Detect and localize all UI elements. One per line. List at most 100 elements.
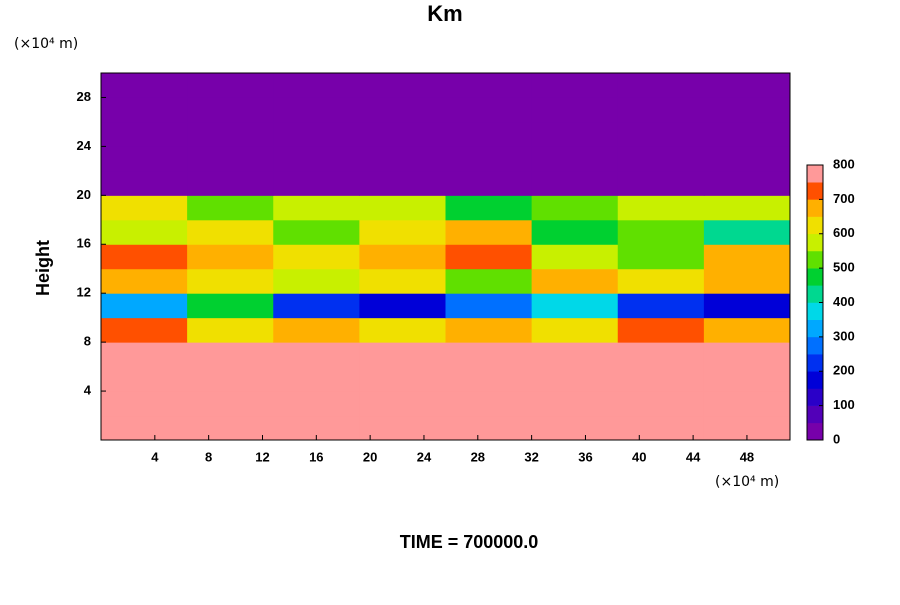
cell	[187, 391, 274, 417]
y-tick-label: 24	[77, 138, 92, 153]
cell	[359, 219, 446, 245]
cell	[445, 268, 533, 294]
cell	[101, 73, 188, 98]
cell	[617, 219, 705, 245]
cell	[273, 293, 360, 319]
cell	[187, 170, 274, 196]
cell	[703, 195, 791, 221]
cell	[531, 415, 619, 441]
cell	[703, 268, 791, 294]
cell	[445, 366, 533, 392]
cell	[617, 317, 705, 343]
cell	[531, 121, 619, 147]
cell	[531, 366, 619, 392]
y-tick-label: 20	[77, 187, 91, 202]
cell	[187, 342, 274, 368]
y-axis-label: Height	[33, 240, 53, 296]
colorbar-tick-label: 700	[833, 191, 855, 206]
cell	[187, 293, 274, 319]
cell	[617, 97, 705, 123]
cell	[445, 219, 533, 245]
cell	[273, 219, 360, 245]
cell	[617, 195, 705, 221]
cell	[101, 170, 188, 196]
cell	[617, 73, 705, 98]
y-tick-label: 8	[84, 334, 91, 349]
cell	[445, 293, 533, 319]
colorbar-segment	[807, 216, 823, 235]
cell	[531, 342, 619, 368]
cell	[617, 121, 705, 147]
cell	[273, 244, 360, 270]
x-tick-label: 12	[255, 449, 269, 464]
cell	[445, 73, 533, 98]
footer: TIME = 700000.0	[400, 532, 539, 552]
colorbar-segment	[807, 371, 823, 389]
cell	[187, 121, 274, 147]
colorbar-segment	[807, 302, 823, 320]
cell	[617, 415, 705, 441]
cell	[273, 366, 360, 392]
x-unit-label: (×10⁴ m)	[715, 474, 779, 490]
cell	[359, 293, 446, 319]
colorbar-segment	[807, 354, 823, 372]
x-tick-label: 20	[363, 449, 377, 464]
cell	[703, 170, 791, 196]
cell	[531, 146, 619, 172]
cell	[187, 195, 274, 221]
cell	[101, 244, 188, 270]
cell	[359, 366, 446, 392]
cell	[359, 391, 446, 417]
colorbar-tick-label: 600	[833, 225, 855, 240]
cell	[531, 391, 619, 417]
colorbar-segment	[807, 336, 823, 355]
cell	[445, 317, 533, 343]
cell	[101, 366, 188, 392]
colorbar-segment	[807, 422, 823, 441]
cell	[531, 293, 619, 319]
cell	[445, 121, 533, 147]
cell	[187, 73, 274, 98]
cell	[445, 195, 533, 221]
cell	[359, 121, 446, 147]
cell	[531, 73, 619, 98]
cell	[273, 170, 360, 196]
cell	[359, 415, 446, 441]
cell	[101, 268, 188, 294]
cell	[445, 244, 533, 270]
cell	[359, 195, 446, 221]
cell	[617, 293, 705, 319]
cell	[101, 293, 188, 319]
y-tick-label: 16	[77, 236, 91, 251]
colorbar-tick-label: 100	[833, 397, 855, 412]
cell	[359, 244, 446, 270]
cell	[703, 219, 791, 245]
cell	[703, 342, 791, 368]
colorbar-segment	[807, 388, 823, 406]
y-unit-label: (×10⁴ m)	[14, 36, 78, 52]
cell	[187, 317, 274, 343]
cell	[445, 170, 533, 196]
x-tick-label: 4	[151, 449, 159, 464]
cell	[101, 121, 188, 147]
x-tick-label: 8	[205, 449, 212, 464]
colorbar-segment	[807, 165, 823, 183]
cell	[617, 244, 705, 270]
cell	[187, 415, 274, 441]
cell	[531, 97, 619, 123]
cell	[101, 146, 188, 172]
cell	[703, 121, 791, 147]
x-tick-label: 44	[686, 449, 701, 464]
cell	[531, 268, 619, 294]
cell	[359, 268, 446, 294]
colorbar-tick-label: 400	[833, 294, 855, 309]
colorbar-segment	[807, 250, 823, 269]
cell	[273, 342, 360, 368]
x-tick-label: 40	[632, 449, 646, 464]
cell	[359, 317, 446, 343]
x-tick-label: 16	[309, 449, 323, 464]
cell	[445, 342, 533, 368]
cell	[531, 195, 619, 221]
cell	[531, 317, 619, 343]
